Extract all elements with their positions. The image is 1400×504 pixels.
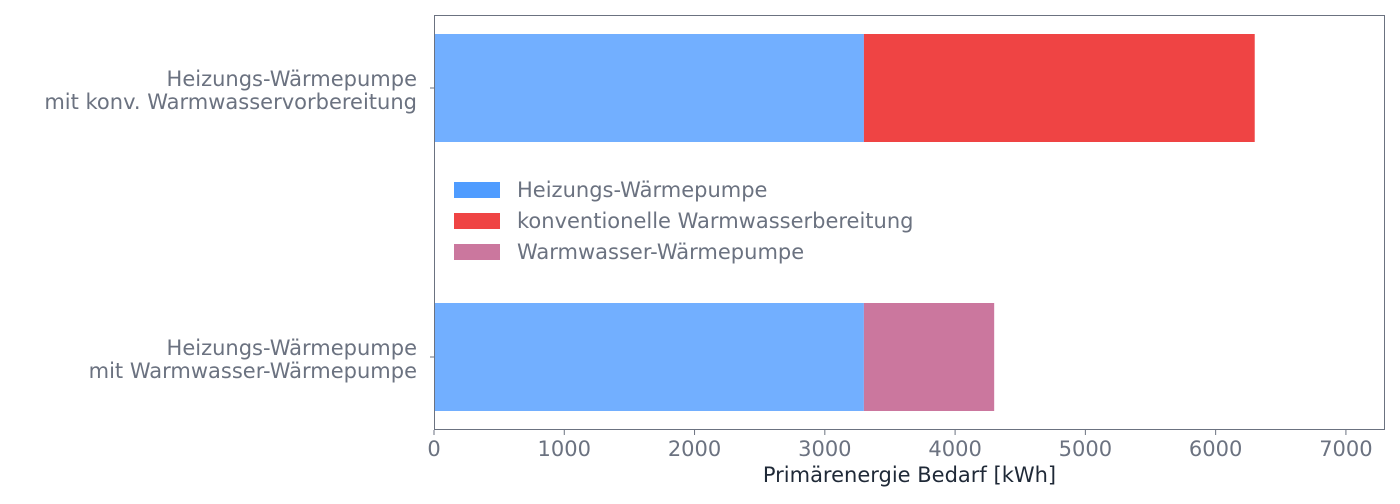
legend-label: Warmwasser-Wärmepumpe (517, 240, 804, 264)
x-tick-label: 3000 (798, 437, 851, 461)
legend-swatch-1 (454, 213, 500, 229)
y-tick-label: Heizungs-Wärmepumpe (167, 67, 417, 91)
x-tick-label: 7000 (1319, 437, 1372, 461)
legend-swatch-0 (454, 182, 500, 198)
y-tick-label: mit konv. Warmwasservorbereitung (44, 90, 417, 114)
bar-1-series-0 (434, 303, 864, 411)
legend-swatch-2 (454, 244, 500, 260)
bar-0-series-1 (863, 34, 1255, 142)
x-tick-label: 5000 (1059, 437, 1112, 461)
x-tick-label: 6000 (1189, 437, 1242, 461)
y-tick-label: mit Warmwasser-Wärmepumpe (89, 359, 417, 383)
y-tick-label: Heizungs-Wärmepumpe (167, 336, 417, 360)
x-tick-label: 2000 (668, 437, 721, 461)
plot-frame (434, 15, 1385, 430)
legend-label: Heizungs-Wärmepumpe (517, 178, 767, 202)
bar-0-series-0 (434, 34, 864, 142)
bar-1-series-2 (863, 303, 995, 411)
x-tick-label: 1000 (538, 437, 591, 461)
x-tick-label: 4000 (928, 437, 981, 461)
x-tick-label: 0 (427, 437, 440, 461)
x-axis-label: Primärenergie Bedarf [kWh] (763, 463, 1056, 487)
legend-label: konventionelle Warmwasserbereitung (517, 209, 914, 233)
